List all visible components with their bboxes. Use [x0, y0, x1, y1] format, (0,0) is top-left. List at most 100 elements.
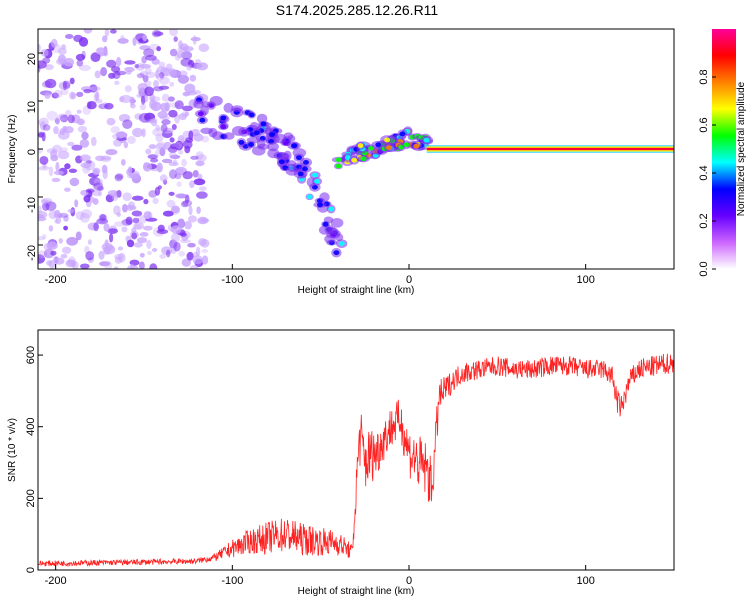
feature-noise-field-blob: [92, 190, 101, 197]
feature-converging-trace-core: [344, 155, 351, 161]
feature-noise-field-blob: [102, 169, 108, 180]
feature-noise-field-blob: [38, 216, 47, 222]
feature-descending-branch-core: [303, 160, 309, 165]
feature-noise-field-blob: [83, 195, 91, 203]
feature-noise-field-blob: [46, 110, 58, 121]
feature-noise-field-blob: [128, 172, 140, 180]
feature-noise-field-blob: [92, 198, 99, 205]
feature-noise-field-blob: [43, 248, 55, 259]
snr-xtick-label: -100: [221, 575, 243, 587]
feature-noise-field-blob: [90, 136, 97, 147]
feature-noise-field-blob: [114, 174, 123, 182]
feature-noise-field-blob: [41, 199, 48, 204]
feature-descending-branch-blob: [231, 105, 244, 113]
feature-noise-field-blob: [174, 100, 184, 110]
feature-noise-field-blob: [44, 92, 51, 99]
feature-noise-field-blob: [174, 168, 185, 176]
feature-noise-field-blob: [71, 261, 77, 268]
feature-noise-field-blob: [87, 101, 97, 110]
feature-noise-field-blob: [62, 80, 67, 91]
feature-noise-field-blob: [182, 105, 193, 112]
feature-noise-field-blob: [195, 151, 204, 160]
feature-noise-field-blob: [71, 144, 83, 151]
feature-noise-field-blob: [81, 209, 93, 219]
feature-converging-trace-core: [403, 142, 410, 148]
feature-noise-field-blob: [38, 254, 45, 264]
feature-noise-field-blob: [80, 263, 90, 269]
snr-xtick-label: 100: [576, 575, 594, 587]
feature-converging-trace-core: [335, 163, 342, 169]
feature-noise-field-blob: [196, 206, 201, 214]
feature-descending-branch-blob: [201, 101, 211, 108]
feature-noise-field-blob: [98, 250, 105, 260]
feature-noise-field-blob: [50, 250, 57, 256]
feature-noise-field-blob: [149, 263, 158, 269]
feature-descending-branch-core: [302, 166, 308, 172]
feature-noise-field-blob: [145, 148, 152, 155]
feature-descending-branch-core: [333, 250, 340, 256]
feature-noise-field-blob: [48, 259, 56, 269]
feature-noise-field-blob: [124, 85, 132, 93]
feature-noise-field-blob: [201, 135, 210, 143]
feature-noise-field-blob: [186, 251, 194, 261]
feature-descending-branch-blob: [193, 100, 204, 109]
feature-noise-field-blob: [39, 121, 46, 131]
feature-noise-field-blob: [132, 217, 140, 224]
feature-noise-field-blob: [198, 186, 207, 192]
feature-noise-field-blob: [104, 29, 110, 37]
feature-descending-branch-core: [278, 159, 285, 165]
feature-descending-branch-core: [312, 172, 318, 178]
feature-noise-field-blob: [99, 261, 111, 267]
feature-noise-field-blob: [114, 254, 124, 260]
feature-noise-field-blob: [106, 117, 116, 126]
feature-noise-field-blob: [176, 181, 182, 187]
feature-converging-trace-core: [357, 143, 364, 149]
feature-noise-field-blob: [160, 67, 170, 77]
feature-noise-field-blob: [196, 154, 207, 162]
feature-descending-branch-blob: [257, 143, 270, 150]
feature-noise-field-blob: [159, 115, 170, 121]
feature-noise-field-blob: [171, 205, 180, 214]
feature-noise-field-blob: [166, 199, 176, 208]
colorbar-tick-label: 0.2: [698, 213, 710, 228]
feature-noise-field-blob: [99, 214, 107, 221]
feature-noise-field-blob: [54, 219, 59, 224]
feature-noise-field-blob: [107, 228, 118, 235]
spectrogram-xtick-label: -200: [45, 274, 67, 286]
feature-noise-field-blob: [86, 101, 92, 109]
feature-noise-field-blob: [76, 109, 82, 114]
feature-noise-field-blob: [53, 257, 65, 265]
feature-noise-field-blob: [104, 102, 114, 110]
feature-noise-field-blob: [95, 91, 100, 101]
spectrogram-xtick-label: -100: [221, 274, 243, 286]
feature-noise-field-blob: [189, 265, 199, 269]
feature-noise-field-blob: [79, 154, 91, 162]
feature-noise-field-blob: [115, 56, 122, 67]
feature-descending-branch-core: [248, 112, 255, 118]
feature-noise-field-blob: [175, 193, 187, 199]
feature-noise-field-blob: [158, 85, 170, 90]
feature-noise-field-blob: [198, 43, 210, 52]
feature-descending-branch-core: [338, 241, 345, 247]
feature-noise-field-blob: [157, 224, 165, 232]
feature-noise-field-blob: [60, 88, 69, 96]
feature-noise-field-blob: [188, 205, 193, 216]
feature-noise-field-blob: [104, 260, 113, 269]
colorbar-tick-label: 0.0: [698, 261, 710, 276]
feature-noise-field-blob: [58, 81, 71, 90]
feature-noise-field-blob: [132, 37, 137, 46]
feature-descending-branch-core: [269, 132, 276, 137]
feature-noise-field-blob: [144, 86, 154, 97]
feature-noise-field-blob: [58, 238, 63, 244]
feature-noise-field-blob: [133, 242, 143, 248]
feature-noise-field-blob: [169, 169, 177, 180]
feature-noise-field-blob: [159, 253, 167, 259]
snr-marks: [37, 353, 675, 568]
feature-noise-field-blob: [145, 71, 156, 79]
feature-noise-field-blob: [121, 226, 128, 233]
feature-converging-trace-core: [386, 145, 392, 151]
feature-noise-field-blob: [164, 67, 173, 77]
feature-noise-field-blob: [143, 225, 153, 231]
feature-noise-field-blob: [173, 36, 178, 42]
feature-noise-field-blob: [174, 141, 183, 149]
